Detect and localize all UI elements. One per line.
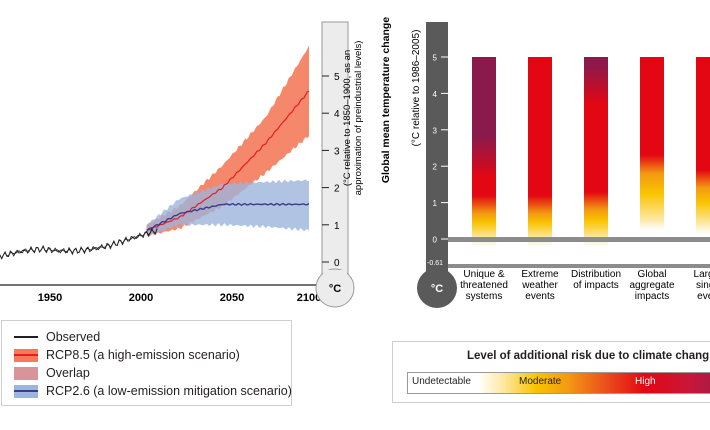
legend-label: RCP2.6 (a low-emission mitigation scenar… <box>46 384 292 398</box>
right-thermometer: °C 0 1 2 3 4 5 -0.61 <box>417 22 457 308</box>
risk-label-high: High <box>635 376 656 387</box>
risk-bar <box>528 57 552 247</box>
y-tick-label: 1 <box>334 221 340 232</box>
legend-label: RCP8.5 (a high-emission scenario) <box>46 348 240 362</box>
risk-bar <box>696 57 710 247</box>
risk-scale-legend: Level of additional risk due to climate … <box>392 341 710 403</box>
left-y-axis-label-line2: approximation of preindustrial levels) <box>353 41 364 196</box>
y-tick-label: 0 <box>433 236 438 245</box>
left-plot-area <box>0 45 310 260</box>
legend-swatch <box>14 331 38 344</box>
right-unit-label: °C <box>431 283 443 295</box>
legend-item-observed: Observed <box>14 329 100 345</box>
x-tick-label: 2050 <box>220 292 244 304</box>
legend-swatch <box>14 348 38 362</box>
category-label: aggregate <box>629 280 674 291</box>
x-tick-label: 2100 <box>297 292 321 304</box>
category-label: impacts <box>635 291 669 302</box>
category-label: even <box>697 291 710 302</box>
legend: Observed RCP8.5 (a high-emission scenari… <box>1 320 292 406</box>
left-chart: 1950 2000 2050 2100 °C 0 1 2 3 4 5 (°C relati… <box>0 21 364 308</box>
y-tick-label: 4 <box>334 109 340 120</box>
observed-line <box>0 228 158 260</box>
y-tick-label: 1 <box>433 199 438 208</box>
right-chart: Global mean temperature change (°C relat… <box>380 17 710 308</box>
zero-baseline <box>448 237 710 242</box>
risk-gradient-bar <box>407 372 710 394</box>
left-y-axis-label-line1: (°C relative to 1850–1900, as an <box>342 50 353 186</box>
right-y-axis-label-main: Global mean temperature change <box>380 17 392 183</box>
left-thermometer: °C 0 1 2 3 4 5 (°C relative to 1850–1900, as … <box>315 21 364 308</box>
category-label: Distribution <box>571 269 621 280</box>
category-label: systems <box>466 291 503 302</box>
y-tick-label: 5 <box>433 54 438 63</box>
category-label: Extreme <box>521 269 559 280</box>
left-x-axis: 1950 2000 2050 2100 <box>0 284 322 304</box>
risk-label-undetectable: Undetectable <box>412 376 471 387</box>
category-label: Large- <box>694 269 710 280</box>
right-ymin-label: -0.61 <box>427 260 443 267</box>
legend-swatch <box>14 384 38 398</box>
observed-line-alt <box>0 227 158 260</box>
category-label: singu <box>696 280 710 291</box>
risk-bar <box>584 57 608 247</box>
right-y-axis-label-sub: (°C relative to 1986–2005) <box>411 30 422 147</box>
y-tick-label: 5 <box>334 72 340 83</box>
risk-label-moderate: Moderate <box>519 376 562 387</box>
category-labels: Unique &threatenedsystemsExtremeweathere… <box>460 269 710 302</box>
risk-bar <box>472 57 496 247</box>
legend-item-overlap: Overlap <box>14 365 90 381</box>
rcp85-line <box>146 90 310 231</box>
legend-label: Overlap <box>46 366 90 380</box>
legend-item-rcp26: RCP2.6 (a low-emission mitigation scenar… <box>14 383 292 399</box>
y-tick-label: 4 <box>433 90 438 99</box>
category-label: Unique & <box>463 269 504 280</box>
category-label: threatened <box>460 280 508 291</box>
category-label: weather <box>521 280 558 291</box>
category-label: Global <box>638 269 667 280</box>
legend-swatch <box>14 366 38 380</box>
x-tick-label: 1950 <box>38 292 62 304</box>
legend-label: Observed <box>46 330 101 344</box>
risk-scale-title: Level of additional risk due to climate … <box>467 350 710 362</box>
category-label: events <box>525 291 554 302</box>
y-tick-label: 3 <box>334 146 340 157</box>
rcp26-line <box>146 202 310 232</box>
risk-bar <box>640 57 664 247</box>
y-tick-label: 0 <box>334 258 340 269</box>
risk-bars <box>472 57 710 247</box>
rcp26-band <box>146 179 309 236</box>
left-unit-label: °C <box>329 283 341 295</box>
x-tick-label: 2000 <box>129 292 153 304</box>
y-tick-label: 2 <box>334 184 340 195</box>
bottom-baseline <box>448 264 710 268</box>
legend-item-rcp85: RCP8.5 (a high-emission scenario) <box>14 347 240 363</box>
y-tick-label: 2 <box>433 163 438 172</box>
y-tick-label: 3 <box>433 126 438 135</box>
category-label: of impacts <box>573 280 619 291</box>
